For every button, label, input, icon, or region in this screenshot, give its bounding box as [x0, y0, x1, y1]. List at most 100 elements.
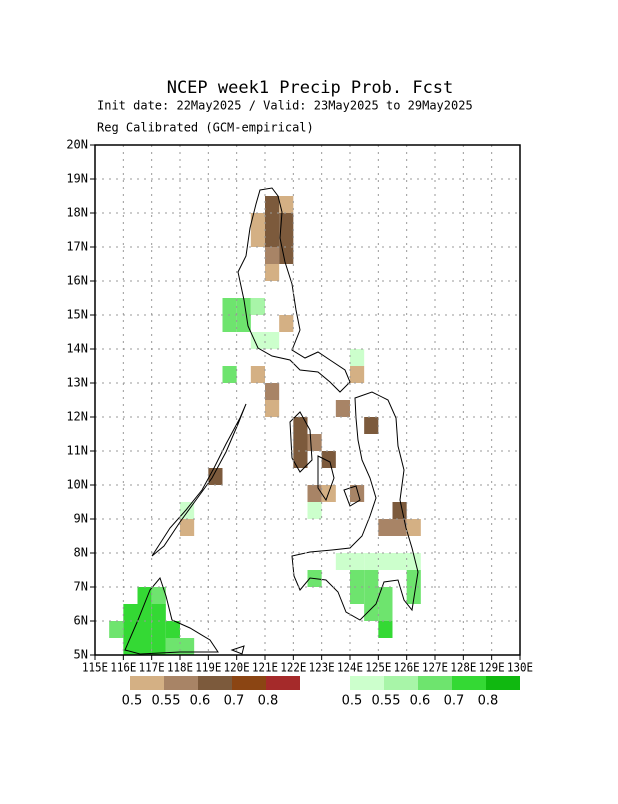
above-cell — [222, 366, 237, 383]
legend-swatch — [164, 676, 198, 690]
x-tick-label: 130E — [507, 661, 533, 675]
below-cell — [265, 230, 280, 247]
x-tick-label: 128E — [450, 661, 476, 675]
y-tick-label: 17N — [66, 240, 88, 254]
below-cell — [364, 417, 379, 434]
legend-swatch — [350, 676, 384, 690]
above-cell — [406, 587, 421, 604]
above-cell — [406, 570, 421, 587]
above-cell — [236, 298, 251, 315]
x-tick-label: 116E — [110, 661, 136, 675]
legend-label: 0.6 — [190, 694, 211, 709]
below-cell — [279, 230, 294, 247]
x-tick-label: 127E — [422, 661, 448, 675]
above-cell — [151, 621, 166, 638]
legend-label: 0.8 — [258, 694, 279, 709]
above-cell — [307, 502, 322, 519]
below-cell — [321, 451, 336, 468]
legend-swatch — [130, 676, 164, 690]
subtitle: Init date: 22May2025 / Valid: 23May2025 … — [97, 99, 473, 113]
x-tick-label: 117E — [139, 661, 165, 675]
y-tick-label: 19N — [66, 172, 88, 186]
y-tick-label: 20N — [66, 138, 88, 152]
y-tick-label: 15N — [66, 308, 88, 322]
above-cell — [250, 298, 265, 315]
below-cell — [265, 196, 280, 213]
above-cell — [165, 638, 180, 655]
below-cell — [279, 315, 294, 332]
x-tick-label: 122E — [280, 661, 306, 675]
above-cell — [265, 332, 280, 349]
coastline — [124, 187, 419, 655]
y-tick-label: 7N — [74, 580, 88, 594]
below-cell — [250, 366, 265, 383]
above-cell — [151, 638, 166, 655]
below-cell — [250, 230, 265, 247]
above-cell — [180, 638, 195, 655]
above-cell — [250, 332, 265, 349]
above-cell — [137, 621, 152, 638]
x-tick-label: 118E — [167, 661, 193, 675]
above-cell — [364, 587, 379, 604]
below-cell — [392, 519, 407, 536]
subtitle: Reg Calibrated (GCM-empirical) — [97, 121, 314, 135]
y-tick-label: 10N — [66, 478, 88, 492]
above-cell — [123, 604, 138, 621]
above-cell — [151, 604, 166, 621]
cells — [109, 196, 421, 655]
legend-swatch — [384, 676, 418, 690]
above-cell — [151, 587, 166, 604]
above-cell — [378, 587, 393, 604]
below-cell — [307, 485, 322, 502]
above-cell — [222, 315, 237, 332]
y-tick-label: 13N — [66, 376, 88, 390]
legend-label: 0.5 — [342, 694, 363, 709]
y-tick-label: 5N — [74, 648, 88, 662]
below-cell — [350, 485, 365, 502]
above-cell — [350, 587, 365, 604]
x-tick-label: 124E — [337, 661, 363, 675]
above-cell — [236, 315, 251, 332]
legend: 0.5 0.55 0.6 0.7 0.8 0.5 0.55 0.6 0.7 0.8 — [122, 676, 520, 709]
x-tick-label: 123E — [309, 661, 335, 675]
legend-swatch — [266, 676, 300, 690]
above-cell — [406, 553, 421, 570]
above-cell — [364, 553, 379, 570]
x-tick-label: 125E — [365, 661, 391, 675]
above-cell — [364, 570, 379, 587]
above-cell — [137, 587, 152, 604]
above-cell — [165, 621, 180, 638]
y-tick-label: 16N — [66, 274, 88, 288]
legend-label: 0.5 — [122, 694, 143, 709]
x-tick-label: 121E — [252, 661, 278, 675]
legend-label: 0.7 — [224, 694, 245, 709]
below-cell — [250, 213, 265, 230]
below-cell — [265, 400, 280, 417]
x-tick-label: 120E — [224, 661, 250, 675]
below-cell — [279, 196, 294, 213]
legend-label: 0.6 — [410, 694, 431, 709]
legend-label: 0.55 — [372, 694, 401, 709]
legend-label: 0.55 — [152, 694, 181, 709]
y-tick-label: 8N — [74, 546, 88, 560]
below-cell — [335, 400, 350, 417]
above-cell — [392, 553, 407, 570]
chart-title: NCEP week1 Precip Prob. Fcst — [167, 78, 454, 98]
legend-swatch — [198, 676, 232, 690]
below-cell — [293, 417, 308, 434]
y-tick-label: 6N — [74, 614, 88, 628]
x-tick-label: 129E — [479, 661, 505, 675]
above-cell — [378, 621, 393, 638]
above-cell — [378, 553, 393, 570]
legend-swatch — [486, 676, 520, 690]
y-tick-label: 9N — [74, 512, 88, 526]
above-cell — [350, 349, 365, 366]
below-cell — [279, 247, 294, 264]
above-cell — [350, 570, 365, 587]
above-cell — [137, 604, 152, 621]
above-cell — [350, 553, 365, 570]
axes: 115E 116E 117E 118E 119E 120E 121E 122E 123E 124E… — [66, 138, 533, 675]
y-tick-label: 11N — [66, 444, 88, 458]
